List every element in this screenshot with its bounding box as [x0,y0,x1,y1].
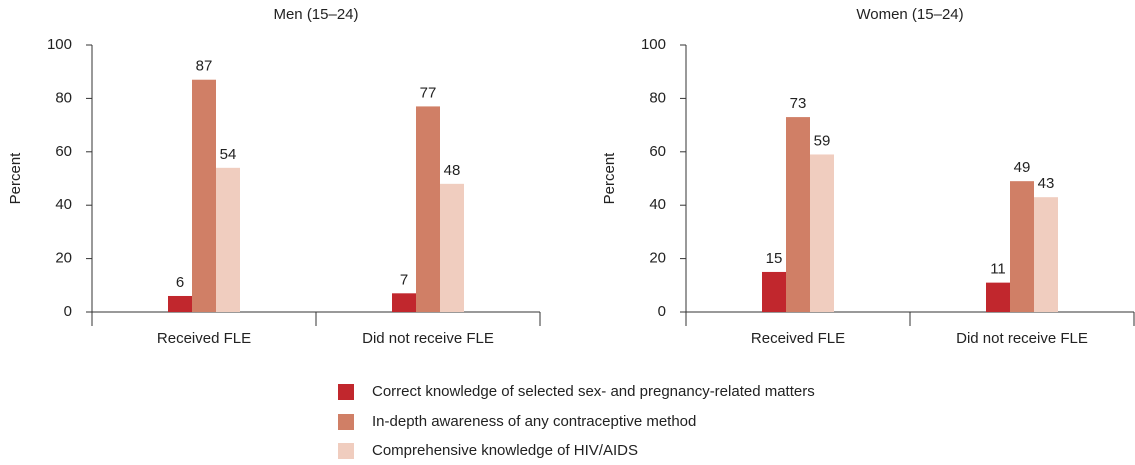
y-tick-label: 60 [55,143,72,160]
data-label: 48 [444,162,461,179]
legend-swatch [338,414,354,430]
bar [762,271,786,312]
data-label: 59 [814,132,831,149]
legend-label: Correct knowledge of selected sex- and p… [372,383,815,400]
data-label: 15 [766,250,783,267]
bar [168,295,192,312]
x-tick-label: Did not receive FLE [956,330,1088,347]
y-tick-label: 20 [649,250,666,267]
y-tick-label: 100 [47,36,72,53]
y-tick-label: 40 [649,196,666,213]
bar [986,282,1010,312]
legend-swatch [338,384,354,400]
data-label: 43 [1038,175,1055,192]
data-label: 7 [400,271,408,288]
bar [810,154,834,312]
chart-title: Women (15–24) [856,6,963,23]
bar [1034,197,1058,312]
legend-label: Comprehensive knowledge of HIV/AIDS [372,442,638,459]
y-tick-label: 20 [55,250,72,267]
chart-title: Men (15–24) [273,6,358,23]
data-label: 77 [420,84,437,101]
data-label: 49 [1014,159,1031,176]
bar [216,167,240,312]
bar [192,79,216,313]
y-tick-label: 100 [641,36,666,53]
x-tick-label: Did not receive FLE [362,330,494,347]
y-tick-label: 60 [649,143,666,160]
data-label: 11 [990,261,1006,278]
y-tick-label: 0 [64,303,72,320]
bar [440,183,464,312]
y-tick-label: 40 [55,196,72,213]
data-label: 73 [790,95,807,112]
bar [416,106,440,312]
x-tick-label: Received FLE [157,330,251,347]
legend-label: In-depth awareness of any contraceptive … [372,413,696,430]
bar [786,117,810,312]
data-label: 6 [176,274,184,291]
x-tick-label: Received FLE [751,330,845,347]
data-label: 54 [220,146,237,163]
bar [1010,181,1034,312]
bar [392,293,416,312]
y-axis-label: Percent [601,152,618,205]
legend-swatch [338,443,354,459]
data-label: 87 [196,58,213,75]
y-tick-label: 80 [55,89,72,106]
y-axis-label: Percent [7,152,24,205]
y-tick-label: 0 [658,303,666,320]
y-tick-label: 80 [649,89,666,106]
